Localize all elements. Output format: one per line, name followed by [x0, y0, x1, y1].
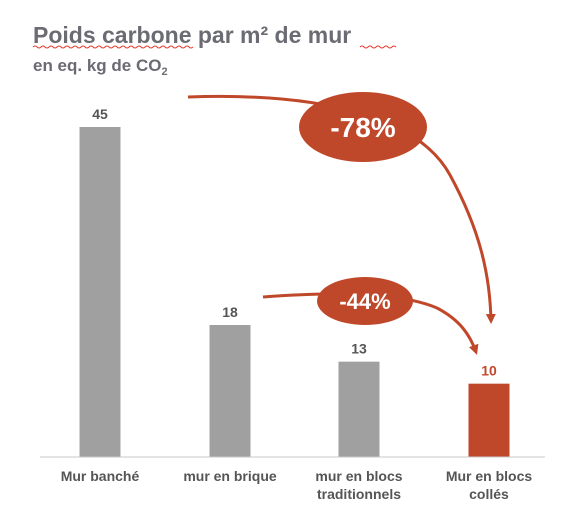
bar-3 — [468, 383, 510, 457]
subtitle-subscript: 2 — [161, 66, 167, 78]
category-label-1: mur en brique — [183, 468, 277, 484]
category-label-0: Mur banché — [61, 468, 140, 484]
bar-1 — [209, 325, 251, 457]
value-label-1: 18 — [222, 304, 238, 320]
chart-title: Poids carbone par m² de mur — [33, 22, 351, 48]
category-labels-group: Mur banché mur en brique mur en blocs tradi… — [61, 468, 533, 502]
value-labels-group: 45 18 13 10 — [92, 106, 497, 379]
category-label-3-line2: collés — [469, 486, 509, 502]
category-label-2-line2: traditionnels — [317, 486, 401, 502]
arrow-44 — [262, 292, 479, 355]
category-label-3: Mur en blocs — [446, 468, 533, 484]
badge-78-label: -78% — [330, 112, 395, 143]
badge-44-label: -44% — [339, 289, 390, 314]
bar-0 — [79, 127, 121, 457]
bars-group — [79, 127, 510, 457]
badge-44: -44% — [317, 277, 413, 325]
value-label-3: 10 — [481, 363, 497, 379]
badge-78: -78% — [299, 92, 427, 162]
chart-subtitle: en eq. kg de CO2 — [33, 56, 168, 78]
arrow-78 — [187, 94, 496, 324]
title-spellcheck-squiggle — [32, 45, 397, 49]
category-label-2: mur en blocs — [315, 468, 402, 484]
value-label-0: 45 — [92, 106, 108, 122]
value-label-2: 13 — [351, 341, 367, 357]
bar-2 — [338, 361, 380, 457]
